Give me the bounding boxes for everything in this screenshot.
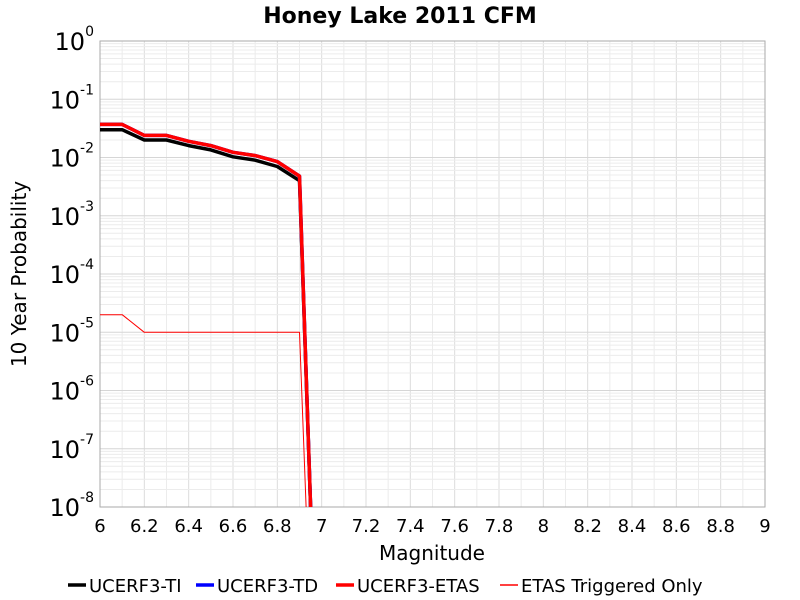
x-tick-label: 7.4 [396, 516, 425, 537]
legend-label-ucerf3-td: UCERF3-TD [217, 576, 318, 597]
y-tick-label: 10-8 [49, 490, 94, 522]
series-line-ucerf3-etas [100, 122, 313, 508]
y-axis-label: 10 Year Probability [7, 181, 31, 367]
x-tick-label: 8.4 [618, 516, 647, 537]
x-tick-label: 7.2 [352, 516, 381, 537]
y-tick-label: 10-1 [49, 82, 94, 114]
grid [99, 41, 766, 508]
x-tick-label: 6.4 [174, 516, 203, 537]
y-tick-label: 10-2 [49, 141, 94, 173]
y-tick-label: 100 [55, 24, 94, 56]
x-tick-labels: 6 6.2 6.4 6.6 6.8 7 7.2 7.4 7.6 7.8 8 8.2 8.4 8.6 8.8 9 [94, 516, 770, 537]
x-tick-label: 8.2 [573, 516, 602, 537]
legend: UCERF3-TI UCERF3-TD UCERF3-ETAS ETAS Trigge… [68, 576, 703, 597]
series-line-ucerf3-ti [100, 127, 313, 508]
legend-label-ucerf3-etas: UCERF3-ETAS [357, 576, 480, 597]
x-axis-label: Magnitude [379, 541, 485, 565]
y-tick-label: 10-6 [49, 374, 94, 406]
y-tick-label: 10-3 [49, 199, 94, 231]
y-tick-label: 10-4 [49, 257, 94, 289]
x-tick-label: 9 [759, 516, 770, 537]
x-tick-label: 8 [538, 516, 549, 537]
chart-title: Honey Lake 2011 CFM [263, 4, 537, 29]
legend-label-ucerf3-ti: UCERF3-TI [89, 576, 182, 597]
legend-label-etas-triggered-only: ETAS Triggered Only [521, 576, 703, 597]
x-tick-label: 6.6 [219, 516, 248, 537]
x-tick-label: 6 [94, 516, 105, 537]
x-tick-label: 7.6 [440, 516, 469, 537]
series-line-etas-triggered-only [100, 314, 307, 508]
plot-area [99, 40, 766, 508]
x-tick-label: 8.8 [706, 516, 735, 537]
x-tick-label: 6.2 [130, 516, 159, 537]
y-tick-label: 10-5 [49, 315, 94, 347]
y-tick-labels: 100 10-1 10-2 10-3 10-4 10-5 10-6 10-7 10-8 [49, 24, 94, 522]
x-tick-label: 6.8 [263, 516, 292, 537]
x-tick-label: 7.8 [485, 516, 514, 537]
x-tick-label: 7 [316, 516, 327, 537]
y-tick-label: 10-7 [49, 432, 94, 464]
series-line-ucerf3-td [100, 122, 313, 508]
series-layer [100, 122, 313, 508]
x-tick-label: 8.6 [662, 516, 691, 537]
